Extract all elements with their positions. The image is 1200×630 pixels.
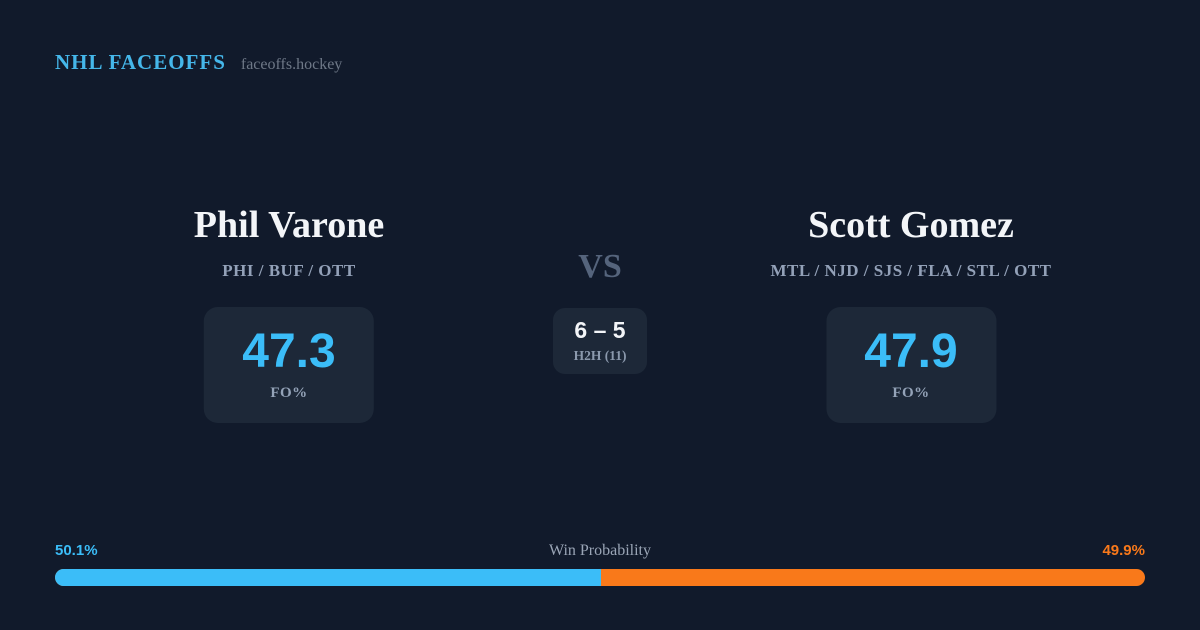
- win-probability-title: Win Probability: [548, 542, 651, 559]
- player-right-stat-card: 47.9 FO%: [826, 306, 996, 423]
- player-right-teams: MTL / NJD / SJS / FLA / STL / OTT: [770, 260, 1052, 280]
- player-right-name: Scott Gomez: [808, 204, 1014, 246]
- player-left-teams: PHI / BUF / OTT: [222, 260, 356, 280]
- h2h-card: 6 – 5 H2H (11): [553, 308, 647, 374]
- win-probability-labels: 50.1% Win Probability 49.9%: [55, 542, 1145, 560]
- win-probability-right-pct: 49.9%: [1102, 542, 1145, 559]
- player-right: Scott Gomez MTL / NJD / SJS / FLA / STL …: [770, 204, 1052, 423]
- h2h-score: 6 – 5: [574, 316, 626, 343]
- player-left-stat-card: 47.3 FO%: [203, 306, 374, 423]
- player-left-fo-value: 47.3: [242, 324, 336, 378]
- vs-label: VS: [578, 248, 622, 285]
- win-probability-bar-left-segment: [55, 569, 602, 586]
- win-probability-left-pct: 50.1%: [55, 542, 98, 559]
- brand-title: NHL FACEOFFS: [55, 50, 226, 74]
- site-url: faceoffs.hockey: [240, 56, 343, 73]
- player-right-fo-label: FO%: [892, 384, 930, 401]
- h2h-label: H2H (11): [573, 347, 627, 363]
- win-probability-section: 50.1% Win Probability 49.9%: [55, 542, 1145, 586]
- player-right-fo-value: 47.9: [864, 324, 958, 378]
- player-left-fo-label: FO%: [270, 384, 308, 401]
- win-probability-bar: [55, 569, 1145, 586]
- header: NHL FACEOFFS faceoffs.hockey: [55, 50, 342, 75]
- player-left: Phil Varone PHI / BUF / OTT 47.3 FO%: [193, 204, 385, 423]
- player-left-name: Phil Varone: [193, 204, 385, 246]
- versus-column: VS 6 – 5 H2H (11): [553, 250, 647, 374]
